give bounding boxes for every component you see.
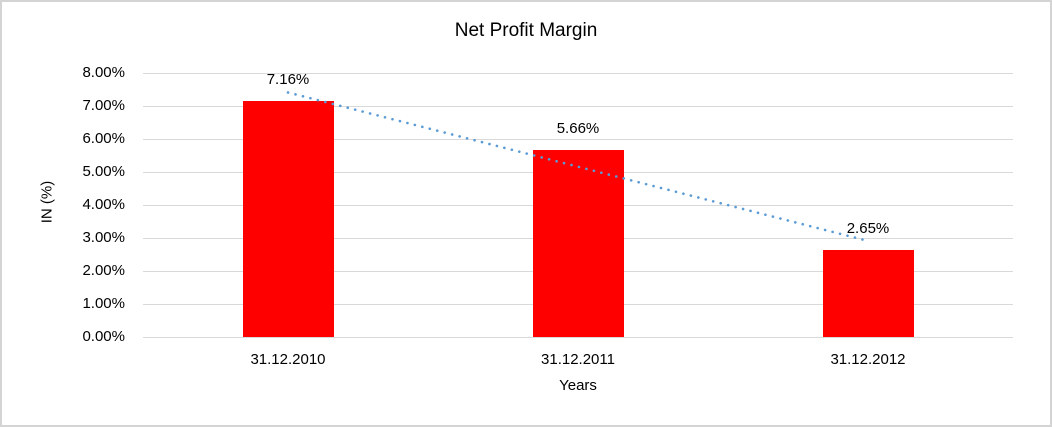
y-tick-label: 6.00% <box>82 130 125 147</box>
bar <box>242 100 334 337</box>
x-tick-label: 31.12.2010 <box>250 351 326 368</box>
y-tick-label: 8.00% <box>82 64 125 81</box>
bar-value-label: 2.65% <box>846 219 890 237</box>
y-tick-label: 4.00% <box>82 196 125 213</box>
bar <box>822 249 914 337</box>
y-tick-label: 2.00% <box>82 262 125 279</box>
y-tick-label: 7.00% <box>82 97 125 114</box>
bar <box>532 150 624 337</box>
gridline <box>143 337 1013 338</box>
bar-value-label: 7.16% <box>266 70 310 88</box>
x-axis-title: Years <box>559 377 597 394</box>
bar-value-label: 5.66% <box>556 120 600 138</box>
gridline <box>143 73 1013 74</box>
y-tick-label: 1.00% <box>82 295 125 312</box>
chart-title: Net Profit Margin <box>454 20 598 41</box>
y-tick-label: 3.00% <box>82 229 125 246</box>
x-tick-label: 31.12.2012 <box>830 351 906 368</box>
x-tick-label: 31.12.2011 <box>541 351 615 368</box>
y-tick-label: 5.00% <box>82 163 125 180</box>
y-tick-label: 0.00% <box>82 328 125 345</box>
